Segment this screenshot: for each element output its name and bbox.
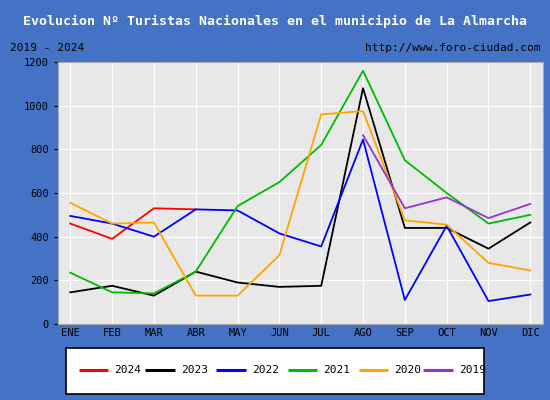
Text: 2019 - 2024: 2019 - 2024: [10, 43, 84, 53]
Text: 2020: 2020: [394, 365, 421, 375]
Text: http://www.foro-ciudad.com: http://www.foro-ciudad.com: [365, 43, 540, 53]
FancyBboxPatch shape: [66, 348, 484, 394]
Text: Evolucion Nº Turistas Nacionales en el municipio de La Almarcha: Evolucion Nº Turistas Nacionales en el m…: [23, 14, 527, 28]
Text: 2024: 2024: [114, 365, 141, 375]
Text: 2023: 2023: [181, 365, 208, 375]
Text: 2021: 2021: [323, 365, 350, 375]
Text: 2019: 2019: [459, 365, 486, 375]
Text: 2022: 2022: [252, 365, 279, 375]
